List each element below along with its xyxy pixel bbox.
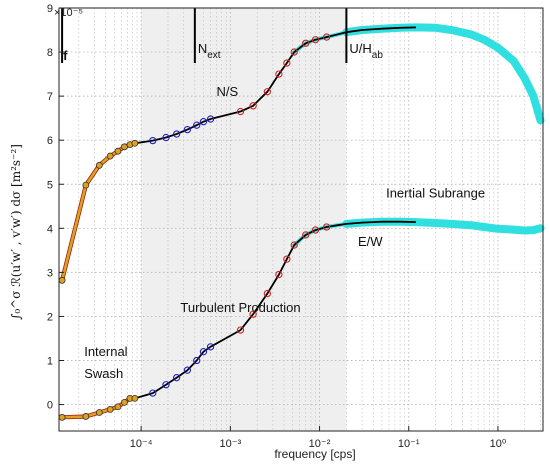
data-point-ns-blue — [183, 125, 192, 134]
y-tick-label: 1 — [47, 356, 53, 368]
data-point-ns-red — [249, 102, 257, 110]
data-point-ns-internal — [114, 147, 122, 155]
y-tick-label: 0 — [47, 400, 53, 412]
data-point-ew-internal — [131, 394, 139, 402]
x-axis-label: frequency [cps] — [274, 447, 355, 461]
data-point-ns-red — [275, 70, 283, 78]
y-axis-label: ∫₀^σ ℛ(u′w′ , v′w′) dσ [m²s⁻²] — [9, 144, 23, 320]
data-point-ew-blue — [183, 366, 192, 374]
data-point-ns-red — [322, 33, 331, 41]
data-point-ns-red — [283, 59, 291, 67]
data-point-ew-internal — [106, 406, 114, 413]
plot-frame — [58, 7, 544, 432]
data-point-ew-red — [311, 226, 320, 234]
turbulent-production-band — [141, 8, 347, 431]
y-tick-label: 9 — [47, 3, 53, 15]
x-tick-label: 10⁻¹ — [398, 438, 420, 450]
data-point-ns-internal — [121, 143, 128, 151]
data-point-ns-blue — [149, 136, 157, 145]
shaded-band — [141, 8, 347, 431]
data-point-ew-red — [263, 289, 272, 298]
vertical-marker-subscript-uh: ab — [372, 50, 384, 61]
data-point-ew-internal — [114, 403, 122, 411]
data-point-ns-red — [290, 48, 298, 56]
y-tick-label: 2 — [47, 311, 53, 323]
y-tick-label: 3 — [47, 267, 53, 279]
data-point-ns-internal — [131, 139, 139, 147]
data-point-ew-red — [236, 326, 245, 334]
data-point-ns-blue — [199, 118, 208, 126]
data-point-ew-blue — [162, 381, 170, 389]
data-point-ns-internal — [58, 276, 66, 284]
region-label-internal: Internal — [84, 344, 127, 359]
data-point-ns-blue — [193, 121, 201, 129]
y-tick-label: 6 — [47, 135, 53, 147]
series-label-ns: N/S — [217, 84, 239, 99]
data-point-ew-internal — [58, 413, 66, 421]
data-point-ns-red — [236, 107, 245, 116]
annotations: Internal Swash Turbulent Production Inertia… — [84, 84, 485, 381]
data-point-ew-red — [302, 231, 310, 239]
data-point-ns-red — [302, 39, 310, 47]
series-label-ew: E/W — [358, 234, 383, 249]
data-point-ew-blue — [206, 343, 215, 351]
y-multiplier: ×10⁻⁵ — [54, 7, 83, 19]
data-point-ns-internal — [82, 181, 90, 189]
data-point-ns-red — [311, 36, 320, 44]
axes: 10⁻⁴ 10⁻³ 10⁻² 10⁻¹ 10⁰ 0 1 2 3 4 5 6 7 8 9 — [47, 3, 544, 450]
region-label-inertial-subrange: Inertial Subrange — [386, 185, 485, 200]
data-point-ns-internal — [106, 152, 114, 160]
vertical-marker-subscript-n: ext — [207, 50, 221, 61]
data-point-ew-blue — [172, 374, 181, 382]
data-point-ew-blue — [149, 389, 157, 397]
data-point-ew-red — [290, 241, 298, 249]
y-tick-label: 8 — [47, 47, 53, 59]
data-point-ns-blue — [172, 130, 181, 138]
data-point-ns-blue — [206, 115, 215, 123]
y-tick-label: 4 — [47, 223, 53, 235]
data-point-ew-internal — [121, 398, 128, 406]
series-markers — [58, 33, 331, 421]
data-point-ew-blue — [199, 348, 208, 356]
data-point-ew-internal — [82, 413, 90, 420]
data-point-ew-red — [322, 223, 331, 231]
x-tick-label: 10⁻⁴ — [130, 438, 153, 450]
x-tick-label: 10⁰ — [490, 438, 507, 450]
data-point-ns-blue — [162, 133, 170, 142]
data-point-ew-internal — [95, 409, 103, 416]
x-tick-label: 10⁻³ — [219, 438, 241, 450]
data-point-ew-red — [283, 255, 291, 263]
data-point-ns-internal — [95, 161, 103, 169]
data-point-ew-blue — [193, 356, 201, 365]
data-point-ew-red — [275, 270, 283, 279]
y-tick-label: 5 — [47, 179, 53, 191]
data-point-ew-red — [249, 310, 257, 318]
region-label-turbulent-production: Turbulent Production — [180, 300, 300, 315]
region-label-swash: Swash — [84, 366, 123, 381]
y-tick-label: 7 — [47, 91, 53, 103]
x-tick-label: 10⁻² — [309, 438, 331, 450]
vertical-marker-label-f: f — [63, 48, 68, 63]
data-point-ns-red — [263, 88, 272, 96]
